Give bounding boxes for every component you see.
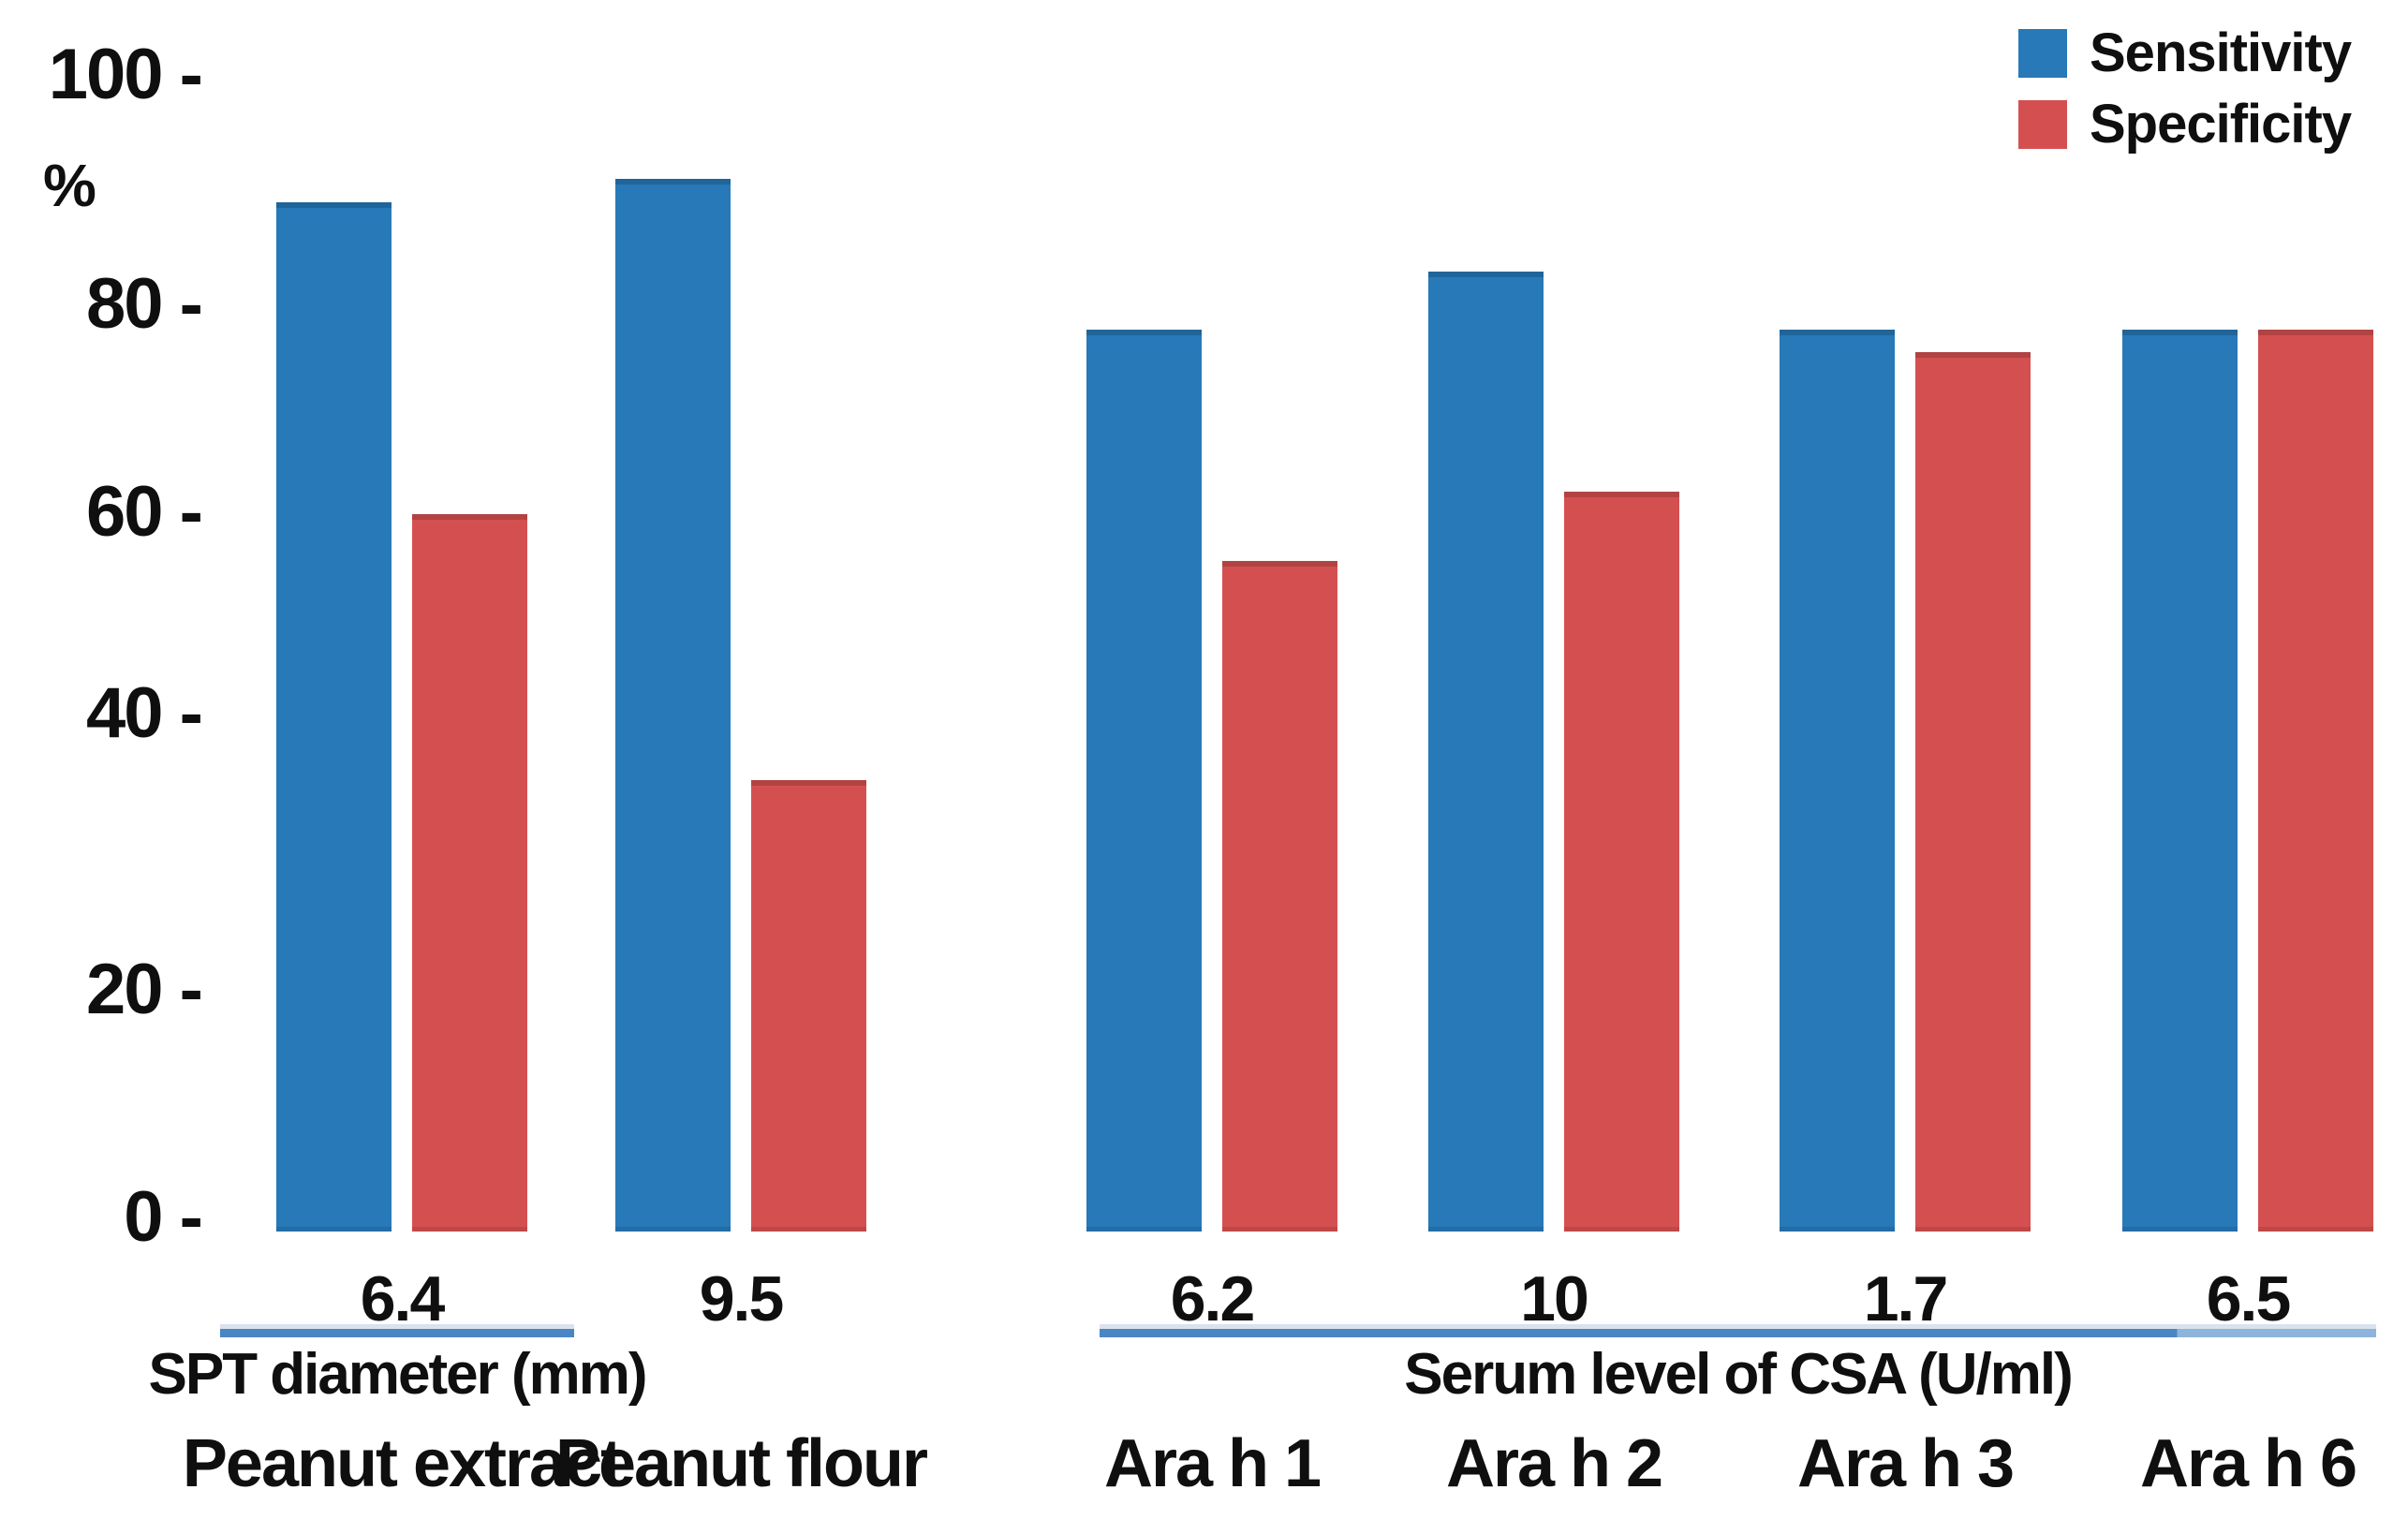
legend-item-specificity: Specificity [2018, 94, 2352, 155]
section-label-serum: Serum level of CSA (U/ml) [1404, 1342, 2074, 1407]
category-peanut-flour: Peanut flour [554, 1426, 928, 1501]
section-label-spt: SPT diameter (mm) [148, 1342, 647, 1407]
cutoff-value-9-5: 9.5 [699, 1263, 785, 1335]
bar-sensitivity-ara-h-2 [1428, 271, 1544, 1232]
category-ara-h-2: Ara h 2 [1445, 1426, 1663, 1501]
category-peanut-extract: Peanut extract [182, 1426, 623, 1501]
legend-label-specificity: Specificity [2090, 94, 2352, 155]
cutoff-value-6-5: 6.5 [2206, 1263, 2292, 1335]
category-ara-h-1: Ara h 1 [1103, 1426, 1322, 1501]
category-ara-h-3: Ara h 3 [1796, 1426, 2015, 1501]
y-axis-unit-label: % [43, 152, 96, 219]
legend-item-sensitivity: Sensitivity [2018, 22, 2352, 83]
legend: Sensitivity Specificity [2018, 22, 2352, 155]
underline-serum [1100, 1329, 2376, 1337]
bar-specificity-ara-h-6 [2258, 329, 2373, 1232]
bar-sensitivity-peanut-extract [276, 201, 391, 1232]
bar-specificity-peanut-extract [412, 514, 527, 1232]
cutoff-value-1-7: 1.7 [1863, 1263, 1949, 1335]
cutoff-value-6-4: 6.4 [360, 1263, 446, 1335]
legend-label-sensitivity: Sensitivity [2090, 22, 2352, 83]
specificity-swatch-icon [2018, 100, 2067, 149]
y-tick-0: 0 - [124, 1177, 203, 1257]
y-tick-80: 80 - [86, 264, 203, 344]
y-tick-100: 100 - [48, 35, 203, 114]
bar-specificity-peanut-flour [751, 780, 866, 1232]
cutoff-value-6-2: 6.2 [1170, 1263, 1256, 1335]
bar-sensitivity-peanut-flour [615, 179, 731, 1232]
bar-specificity-ara-h-1 [1222, 560, 1337, 1232]
bar-sensitivity-ara-h-3 [1780, 329, 1895, 1232]
y-tick-40: 40 - [86, 673, 203, 753]
bar-sensitivity-ara-h-6 [2122, 329, 2238, 1232]
underline-spt [220, 1329, 574, 1337]
y-tick-20: 20 - [86, 950, 203, 1029]
y-tick-60: 60 - [86, 472, 203, 552]
bar-specificity-ara-h-2 [1564, 491, 1679, 1232]
sensitivity-swatch-icon [2018, 29, 2067, 78]
bar-specificity-ara-h-3 [1915, 352, 2031, 1232]
category-ara-h-6: Ara h 6 [2139, 1426, 2357, 1501]
cutoff-value-10: 10 [1520, 1263, 1589, 1335]
bar-sensitivity-ara-h-1 [1086, 329, 1202, 1232]
